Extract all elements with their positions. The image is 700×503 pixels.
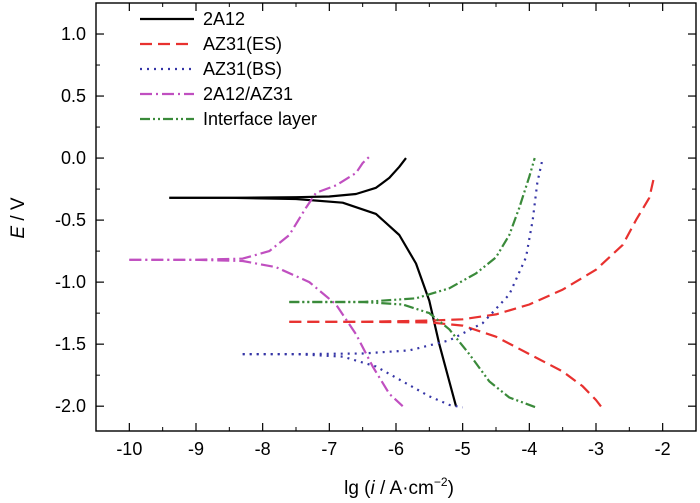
legend-label-az31-bs: AZ31(BS) xyxy=(203,59,282,79)
plot-content: -10 -9 -8 -7 -6 -5 -4 -3 -2 1.0 0.5 0.0 -0.5 -1.0 -1.5… xyxy=(55,2,697,459)
y-tick-label: 1.0 xyxy=(61,24,86,44)
x-tick-label: -7 xyxy=(321,439,337,459)
series-line-az31-bs-cathodic xyxy=(242,353,463,409)
y-tick-label: 0.0 xyxy=(61,148,86,168)
series-2a12-az31 xyxy=(129,155,404,408)
series-line-az31-es-anodic xyxy=(289,173,656,323)
x-tick-label: -4 xyxy=(521,439,537,459)
legend-label-2a12: 2A12 xyxy=(203,9,245,29)
series-line-az31-bs-anodic xyxy=(242,157,544,356)
series-line-interface-layer-cathodic xyxy=(289,300,537,409)
series-layer xyxy=(129,155,656,410)
y-axis-title: E / V xyxy=(8,197,29,239)
x-tick-label: -5 xyxy=(455,439,471,459)
x-tick-label: -9 xyxy=(188,439,204,459)
series-line-2a12-az31-anodic xyxy=(129,155,371,261)
x-tick-label: -2 xyxy=(655,439,671,459)
series-2a12 xyxy=(169,157,458,407)
series-az31-es xyxy=(289,173,656,410)
x-tick-label: -6 xyxy=(388,439,404,459)
y-tick-label: -1.5 xyxy=(55,334,86,354)
y-tick-label: -1.0 xyxy=(55,272,86,292)
legend: 2A12 AZ31(ES) AZ31(BS) 2A12/AZ31 Interface l… xyxy=(140,9,317,129)
y-tick-label: -2.0 xyxy=(55,396,86,416)
x-tick-label: -10 xyxy=(116,439,142,459)
x-axis-title: lg (i / A·cm−2) xyxy=(344,475,454,499)
series-line-2a12-anodic xyxy=(169,157,407,199)
series-interface-layer xyxy=(289,157,537,409)
series-line-az31-es-cathodic xyxy=(289,320,604,410)
plot-frame xyxy=(95,2,697,432)
series-line-2a12-az31-cathodic xyxy=(129,258,404,408)
legend-label-az31-es: AZ31(ES) xyxy=(203,34,282,54)
legend-label-interface-layer: Interface layer xyxy=(203,109,317,129)
x-tick-label: -8 xyxy=(255,439,271,459)
series-az31-bs xyxy=(242,157,544,409)
y-tick-label: 0.5 xyxy=(61,86,86,106)
legend-label-2a12-az31: 2A12/AZ31 xyxy=(203,84,293,104)
series-line-interface-layer-anodic xyxy=(289,157,536,304)
y-tick-label: -0.5 xyxy=(55,210,86,230)
x-tick-label: -3 xyxy=(588,439,604,459)
series-line-2a12-cathodic xyxy=(169,196,458,407)
